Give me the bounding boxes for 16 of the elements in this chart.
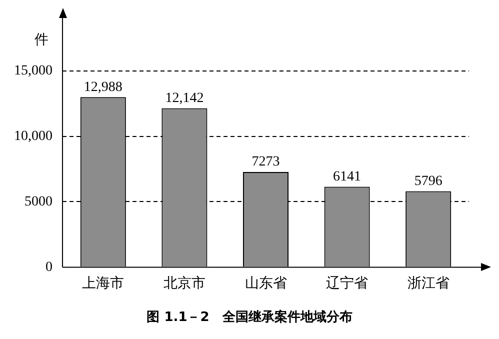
data-label: 12,142	[165, 90, 204, 106]
y-tick-label: 10,000	[14, 128, 52, 144]
x-tick-label: 浙江省	[407, 275, 450, 292]
x-tick-label: 上海市	[82, 275, 124, 292]
data-label: 12,988	[84, 80, 122, 95]
x-tick-label: 北京市	[163, 275, 206, 292]
x-tick-label: 辽宁省	[326, 275, 368, 292]
x-tick-label: 山东省	[244, 275, 287, 292]
data-label: 7273	[252, 154, 280, 170]
y-tick-label: 15,000	[14, 63, 52, 78]
data-label: 6141	[333, 169, 362, 184]
y-tick-label: 5000	[24, 194, 52, 210]
text: 图 1.1－2 全国继承案件地域分布	[146, 308, 354, 326]
data-label: 5796	[414, 174, 442, 189]
y-tick-label: 0	[46, 260, 52, 275]
y-axis-title: 件	[34, 32, 48, 48]
